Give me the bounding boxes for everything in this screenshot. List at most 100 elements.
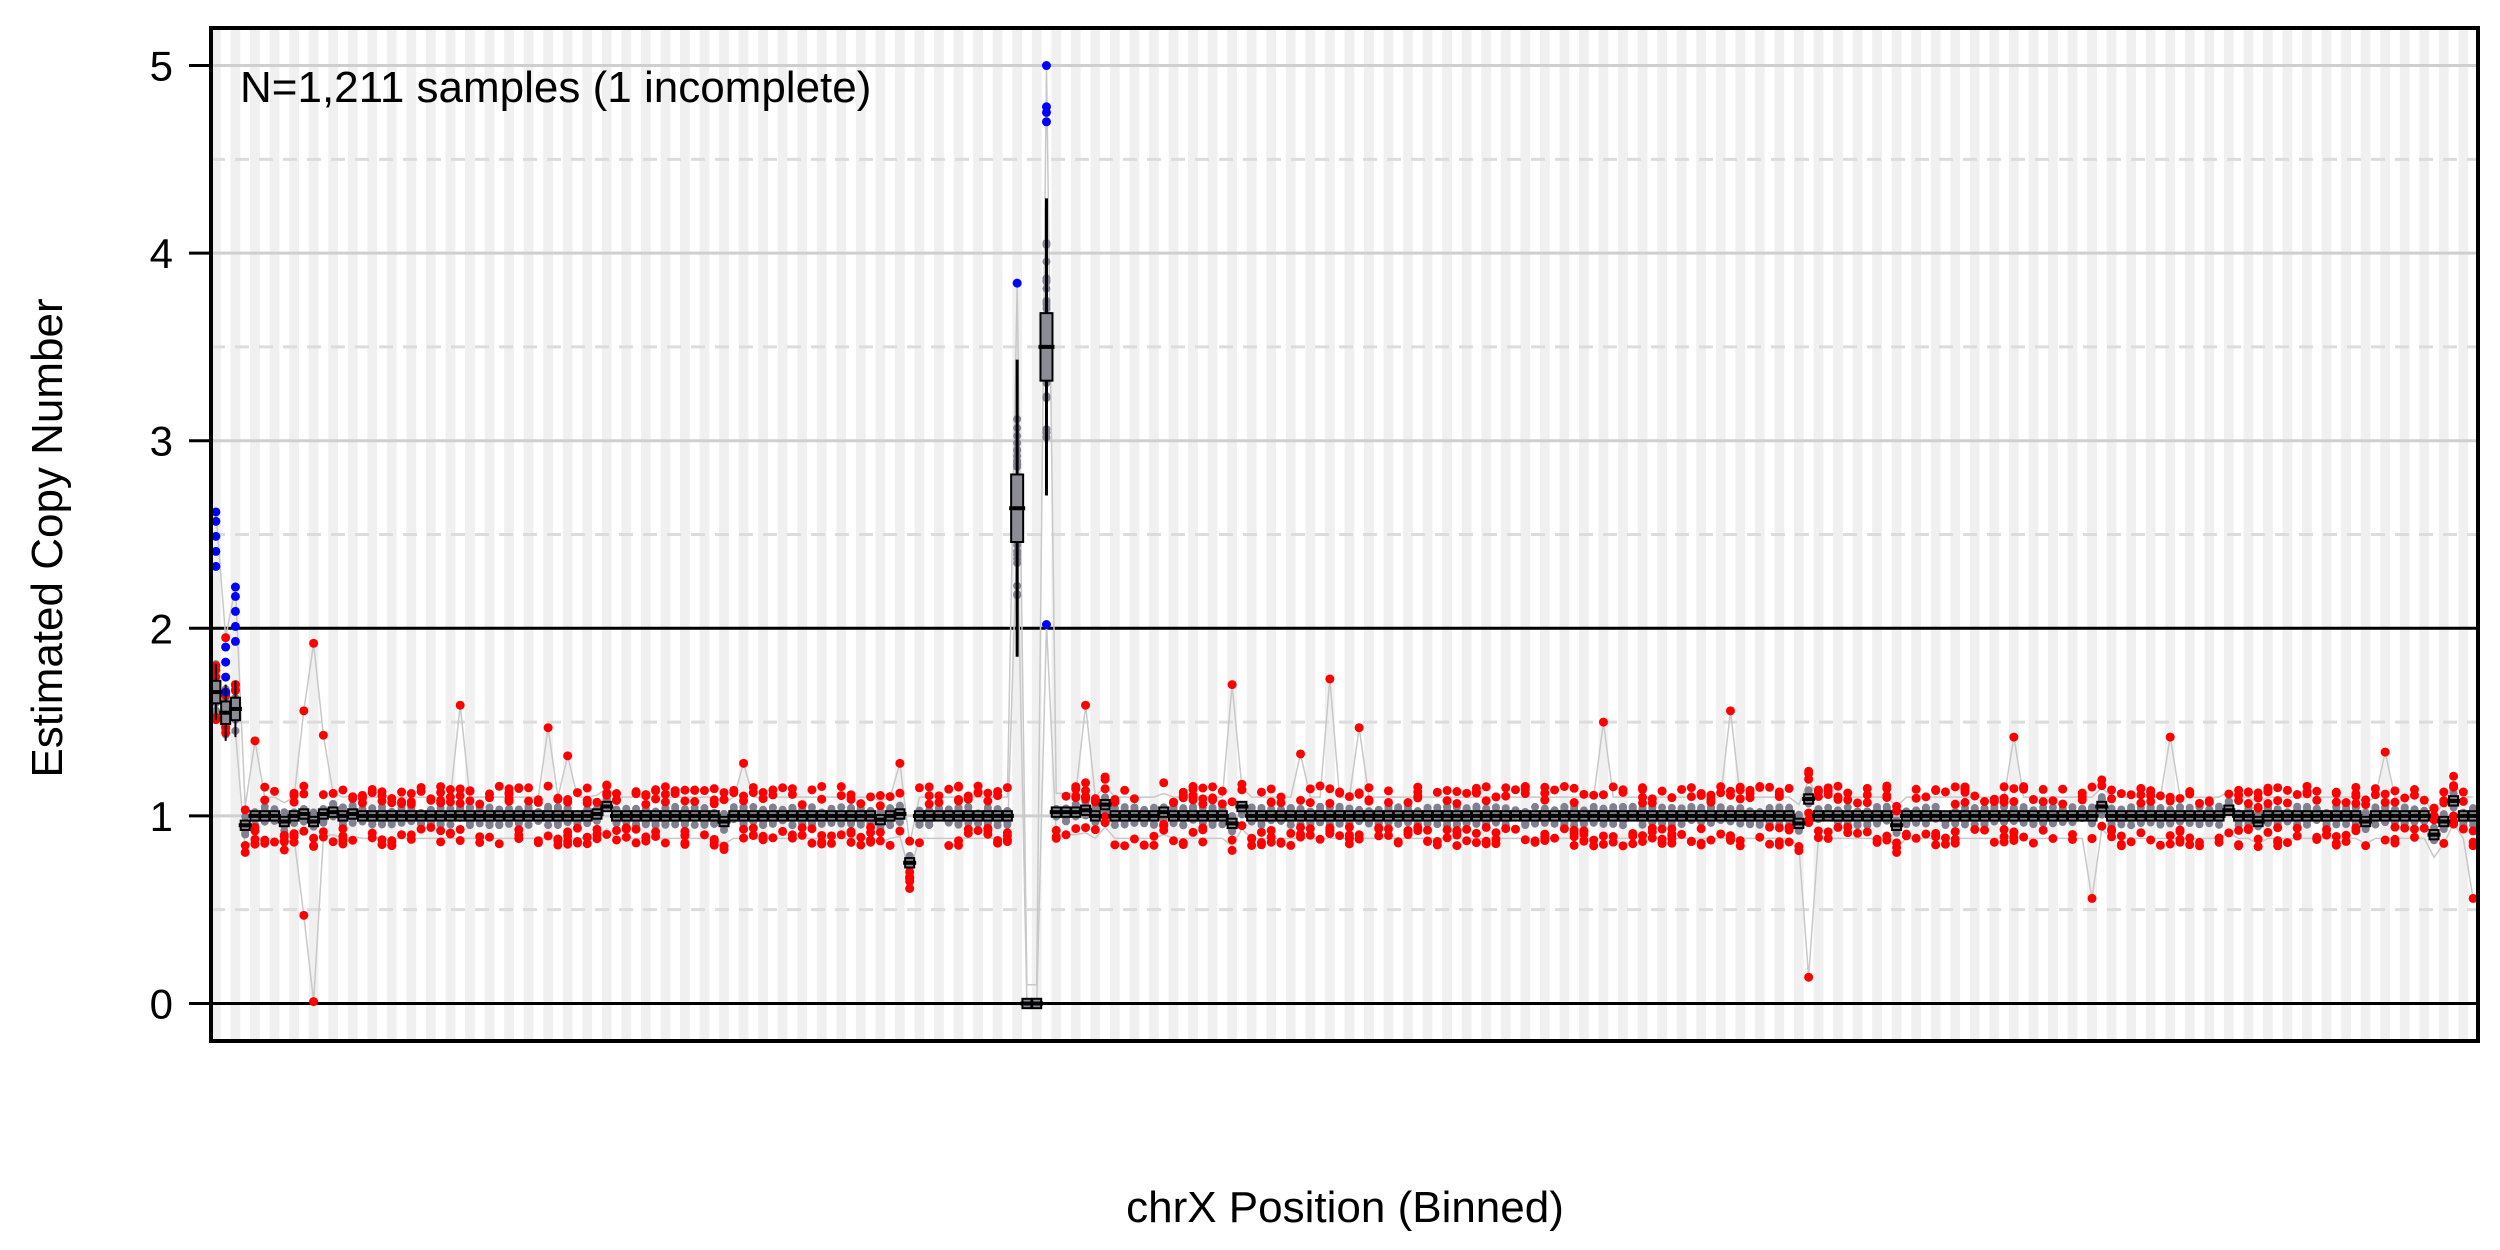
- bin-band: [465, 28, 475, 1041]
- bin-band: [347, 28, 358, 1041]
- sample-point: [1970, 804, 1979, 813]
- outlier-point: [1266, 784, 1276, 794]
- outlier-point: [1804, 818, 1814, 828]
- outlier-point: [1120, 785, 1130, 795]
- outlier-point: [1452, 798, 1462, 808]
- outlier-point: [2331, 838, 2341, 848]
- outlier-point: [895, 826, 905, 836]
- outlier-point: [651, 827, 661, 837]
- outlier-point: [1862, 827, 1872, 837]
- outlier-point: [2439, 787, 2449, 797]
- outlier-point: [1950, 799, 1960, 809]
- outlier-point: [582, 832, 592, 842]
- outlier-point: [1823, 827, 1833, 837]
- outlier-point: [377, 835, 387, 845]
- bin-band: [1735, 28, 1746, 1041]
- outlier-point: [504, 796, 514, 806]
- outlier-point: [2126, 837, 2136, 847]
- outlier-point: [2009, 784, 2019, 794]
- outlier-point: [1716, 829, 1726, 839]
- outlier-point: [2107, 785, 2117, 795]
- outlier-point: [2116, 831, 2126, 841]
- outlier-point: [1139, 840, 1149, 850]
- outlier-point: [1149, 840, 1159, 850]
- outlier-point: [631, 824, 641, 834]
- outlier-point: [612, 835, 622, 845]
- outlier-point: [1696, 838, 1706, 848]
- outlier-point: [2380, 789, 2390, 799]
- outlier-point: [875, 836, 885, 846]
- outlier-point: [2175, 825, 2185, 835]
- outlier-point: [1901, 829, 1911, 839]
- bin-band: [2380, 28, 2391, 1041]
- outlier-point: [1071, 793, 1081, 803]
- outlier-point: [2136, 783, 2146, 793]
- outlier-point: [1452, 841, 1462, 851]
- outlier-point: [1804, 766, 1814, 776]
- outlier-point: [963, 794, 973, 804]
- outlier-point: [602, 780, 612, 790]
- outlier-point: [2019, 832, 2029, 842]
- sample-point: [378, 820, 387, 829]
- outlier-point: [612, 795, 622, 805]
- outlier-point: [1892, 847, 1902, 857]
- max-outlier-point: [2165, 732, 2175, 742]
- outlier-point: [1608, 782, 1618, 792]
- outlier-point: [1178, 840, 1188, 850]
- outlier-point: [406, 797, 416, 807]
- bin-band: [973, 28, 983, 1041]
- sample-point: [2371, 803, 2380, 812]
- outlier-point: [1735, 785, 1745, 795]
- outlier-point: [875, 791, 885, 801]
- outlier-point: [1784, 837, 1794, 847]
- outlier-point: [2009, 832, 2019, 842]
- outlier-point: [445, 785, 455, 795]
- outlier-point: [2146, 787, 2156, 797]
- outlier-point: [699, 830, 709, 840]
- outlier-point: [1501, 791, 1511, 801]
- outlier-point: [553, 840, 563, 850]
- outlier-point: [1989, 837, 1999, 847]
- outlier-point: [1335, 788, 1345, 798]
- outlier-point: [1266, 797, 1276, 807]
- outlier-point: [524, 783, 534, 793]
- sample-point: [2361, 808, 2370, 817]
- outlier-point: [660, 782, 670, 792]
- sample-point: [1824, 803, 1833, 812]
- bin-band: [1950, 28, 1961, 1041]
- sample-point: [788, 820, 797, 829]
- sample-point: [2088, 803, 2097, 812]
- outlier-point: [299, 781, 309, 791]
- bin-band: [367, 28, 378, 1041]
- outlier-point: [1911, 833, 1921, 843]
- y-axis-title: Estimated Copy Number: [23, 298, 72, 777]
- outlier-point: [1735, 836, 1745, 846]
- outlier-point: [1364, 795, 1374, 805]
- outlier-point: [1559, 824, 1569, 834]
- outlier-point: [2165, 831, 2175, 841]
- sample-point: [446, 820, 455, 829]
- sample-point: [1921, 803, 1930, 812]
- outlier-point: [895, 788, 905, 798]
- outlier-point: [631, 789, 641, 799]
- bin-band: [875, 28, 886, 1041]
- outlier-point: [758, 788, 768, 798]
- outlier-point: [2429, 804, 2439, 814]
- sample-point: [1960, 820, 1969, 829]
- outlier-point: [2400, 823, 2410, 833]
- outlier-point: [2087, 834, 2097, 844]
- outlier-point: [338, 785, 348, 795]
- outlier-point: [1804, 774, 1814, 784]
- outlier-point: [1530, 837, 1540, 847]
- outlier-point: [1452, 787, 1462, 797]
- max-outlier-point: [221, 633, 231, 643]
- outlier-point: [406, 834, 416, 844]
- outlier-point: [367, 788, 377, 798]
- outlier-point: [1735, 794, 1745, 804]
- max-outlier-point: [2380, 747, 2390, 757]
- outlier-point: [1765, 782, 1775, 792]
- bin-band: [250, 28, 260, 1041]
- outlier-point: [905, 883, 915, 893]
- outlier-point: [1755, 832, 1765, 842]
- outlier-point: [1227, 835, 1237, 845]
